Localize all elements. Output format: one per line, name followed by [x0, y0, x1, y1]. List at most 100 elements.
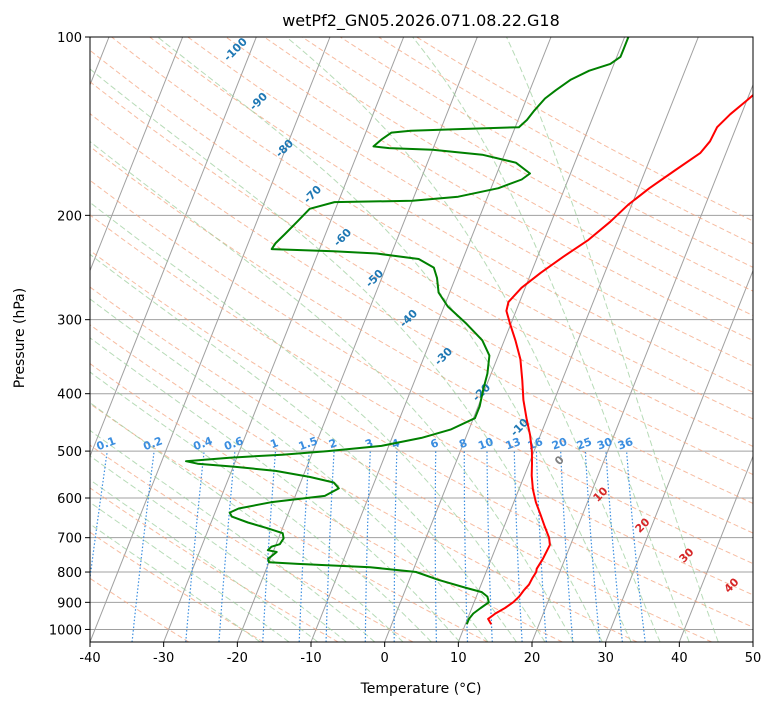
y-tick-label: 900: [57, 596, 82, 611]
mixing-ratio-label: 25: [575, 435, 594, 452]
dry-adiabat: [90, 324, 638, 642]
isotherm-line: [163, 37, 405, 642]
moist-adiabat: [90, 68, 603, 642]
x-tick-label: 0: [381, 651, 389, 666]
isotherm-line: [531, 83, 753, 642]
y-tick-label: 600: [57, 492, 82, 507]
mixing-ratio-label: 16: [526, 435, 545, 453]
mixing-ratio-line: [463, 451, 469, 642]
moist-adiabat: [157, 37, 632, 642]
moist-adiabat: [90, 337, 461, 642]
dry-adiabat: [90, 286, 712, 642]
x-tick-label: 30: [597, 651, 614, 666]
x-tick-label: -10: [300, 651, 321, 666]
moist-adiabat: [90, 253, 517, 642]
profile-series: [185, 37, 753, 625]
isotherm-line: [605, 269, 753, 642]
mixing-ratio-label: 36: [616, 435, 635, 453]
mixing-ratio-label: 0.2: [142, 434, 165, 453]
mixing-ratio-line: [626, 451, 646, 642]
isotherm-label: 30: [677, 545, 697, 565]
isotherm-line: [752, 640, 753, 642]
y-tick-label: 500: [57, 445, 82, 460]
dry-adiabat: [90, 363, 563, 642]
isotherm-line: [384, 37, 626, 642]
dry-adiabat: [90, 179, 753, 565]
isotherm-line: [90, 37, 331, 642]
mixing-ratio-line: [364, 451, 371, 642]
dry-adiabat: [187, 37, 753, 367]
mixing-ratio-line: [298, 451, 310, 642]
mixing-ratio-label: 1.5: [297, 434, 320, 453]
x-tick-label: 10: [450, 651, 467, 666]
moist-adiabat: [90, 201, 546, 642]
y-tick-label: 100: [57, 31, 82, 46]
moist-adiabat: [286, 37, 661, 642]
isotherm-label: -50: [363, 267, 386, 290]
y-axis-label: Pressure (hPa): [12, 288, 28, 388]
y-axis: 100 200 300 400 500 600 700 800 900 1000: [49, 31, 90, 638]
y-tick-label: 400: [57, 388, 82, 403]
isotherm-label: -60: [331, 226, 354, 249]
isotherm-label: -100: [221, 35, 250, 64]
moist-adiabat: [90, 371, 432, 642]
isotherm-label: 0: [552, 453, 567, 468]
x-tick-label: -30: [153, 651, 174, 666]
dry-adiabat: [416, 37, 753, 222]
mixing-ratio-line: [605, 451, 623, 642]
mixing-ratio-label: 20: [550, 435, 569, 453]
moist-adiabat: [90, 402, 404, 642]
mixing-ratio-line: [393, 451, 398, 642]
dry-adiabat: [90, 49, 753, 447]
mixing-ratio-line: [218, 451, 236, 642]
mixing-ratio-line: [325, 451, 335, 642]
line-labels: 0.1 0.2 0.4 0.6 1 1.5 2 3 4 6 8 10 13 16 20 25 30 36-100-…: [95, 35, 742, 596]
mixing-ratio-label: 0.1: [95, 434, 118, 453]
dry-adiabat: [90, 487, 339, 642]
dry-adiabat: [90, 214, 753, 596]
isotherm-line: [90, 37, 257, 458]
moist-adiabat: [506, 37, 719, 642]
isotherm-line: [90, 37, 184, 272]
isotherm-label: -30: [432, 345, 455, 368]
moist-adiabat: [90, 523, 261, 642]
dry-adiabat: [225, 37, 753, 342]
x-axis: -40 -30 -20 -10 0 10 20 30 40 50: [79, 642, 761, 666]
isotherm-line: [457, 37, 699, 642]
x-tick-label: 20: [524, 651, 541, 666]
x-tick-label: -20: [227, 651, 248, 666]
mixing-ratio-label: 1: [268, 436, 280, 451]
x-tick-label: -40: [79, 651, 100, 666]
mixing-ratio-label: 13: [504, 435, 523, 452]
moist-adiabat: [90, 479, 319, 642]
mixing-ratio-line: [262, 451, 277, 642]
mixing-ratio-line: [131, 451, 155, 642]
y-tick-label: 800: [57, 566, 82, 581]
moist-adiabat: [90, 140, 575, 642]
mixing-ratio-line: [434, 451, 437, 642]
isotherm-label: 40: [722, 575, 742, 595]
mixing-ratio-line: [90, 451, 108, 583]
y-tick-label: 700: [57, 532, 82, 547]
temperature-line: [487, 93, 753, 625]
mixing-ratio-line: [486, 451, 493, 642]
dry-adiabat: [301, 37, 753, 292]
y-tick-label: 200: [57, 209, 82, 224]
mixing-ratio-label: 8: [457, 436, 469, 451]
isotherm-line: [678, 454, 753, 642]
x-axis-label: Temperature (°C): [360, 681, 482, 697]
dry-adiabat: [90, 403, 488, 642]
mixing-ratio-label: 0.6: [222, 434, 245, 453]
isotherm-line: [236, 37, 478, 642]
mixing-ratio-label: 2: [327, 436, 339, 451]
moist-adiabat: [90, 298, 489, 642]
dry-adiabat: [111, 37, 753, 420]
mixing-ratio-label: 3: [363, 436, 375, 451]
x-tick-label: 50: [745, 651, 762, 666]
dewpoint-line: [185, 37, 630, 625]
mixing-ratio-line: [584, 451, 601, 642]
y-tick-label: 1000: [49, 623, 82, 638]
moist-adiabat: [90, 455, 347, 642]
moist-adiabat: [412, 37, 690, 642]
mixing-ratio-label: 10: [476, 435, 495, 453]
